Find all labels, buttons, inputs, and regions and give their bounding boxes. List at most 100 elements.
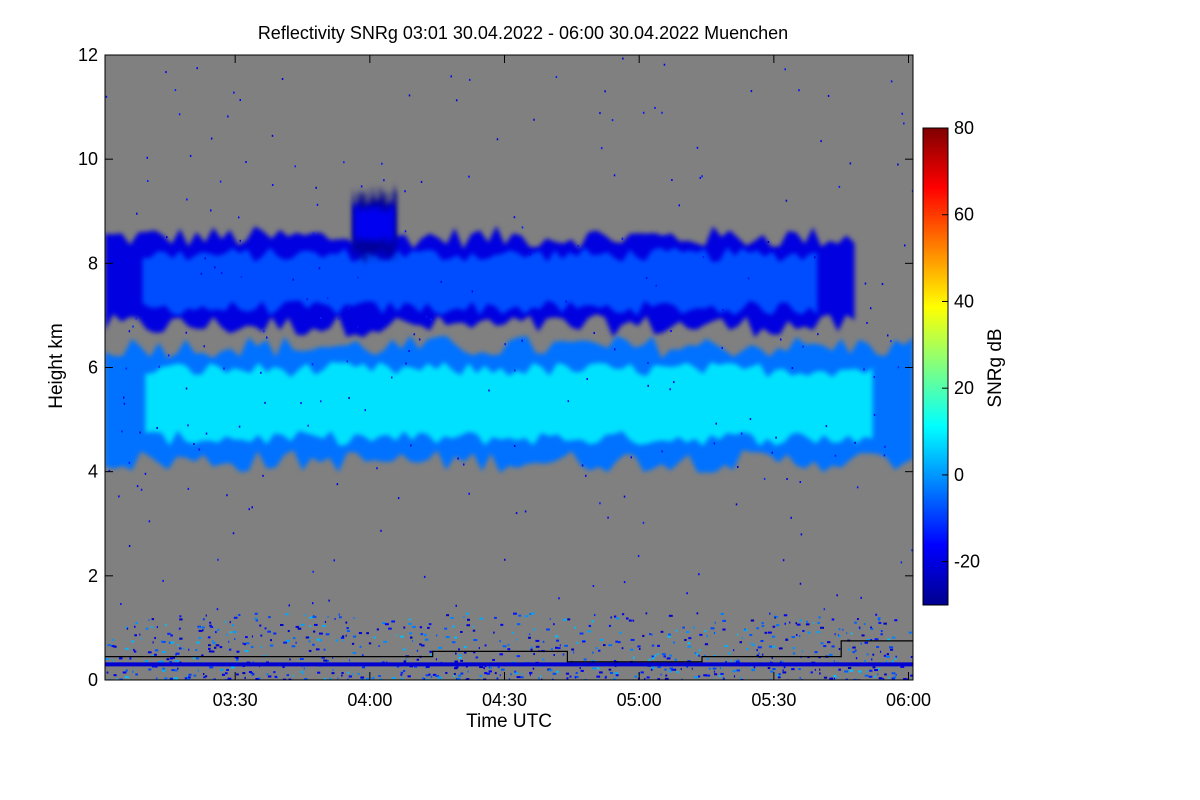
noise-pixel	[864, 282, 867, 285]
y-tick-label: 10	[78, 149, 98, 169]
clutter-pixel	[769, 645, 773, 648]
clutter-pixel	[535, 639, 540, 642]
clutter-pixel	[693, 626, 695, 629]
noise-pixel	[901, 112, 904, 115]
clutter-pixel	[499, 653, 504, 656]
clutter-pixel	[156, 626, 158, 629]
noise-pixel	[800, 533, 803, 536]
clutter-pixel	[637, 645, 641, 648]
clutter-pixel	[445, 671, 448, 674]
clutter-pixel	[324, 620, 327, 623]
clutter-pixel	[292, 637, 296, 640]
clutter-pixel	[484, 672, 488, 675]
noise-pixel	[780, 250, 783, 253]
clutter-pixel	[499, 674, 501, 677]
clutter-pixel	[514, 672, 519, 675]
clutter-pixel	[465, 665, 468, 668]
colorbar-tick-label: 60	[954, 205, 974, 225]
noise-pixel	[881, 283, 884, 286]
clutter-pixel	[217, 628, 220, 631]
clutter-pixel	[334, 617, 336, 620]
clutter-pixel	[651, 644, 655, 647]
clutter-pixel	[315, 648, 320, 651]
clutter-pixel	[610, 616, 612, 619]
clutter-pixel	[535, 645, 540, 648]
clutter-pixel	[877, 618, 881, 621]
clutter-pixel	[776, 624, 780, 627]
noise-pixel	[186, 198, 188, 201]
clutter-pixel	[361, 654, 364, 657]
clutter-pixel	[379, 678, 383, 680]
clutter-pixel	[361, 678, 363, 680]
clutter-pixel	[562, 653, 565, 656]
clutter-pixel	[806, 620, 809, 623]
clutter-pixel	[533, 628, 536, 631]
clutter-pixel	[308, 636, 311, 639]
clutter-pixel	[838, 628, 841, 631]
clutter-pixel	[632, 656, 635, 659]
clutter-pixel	[736, 660, 740, 663]
clutter-pixel	[868, 675, 873, 678]
clutter-pixel	[878, 621, 882, 624]
clutter-pixel	[227, 677, 232, 680]
clutter-pixel	[308, 649, 312, 652]
clutter-pixel	[681, 678, 683, 680]
clutter-pixel	[722, 677, 725, 680]
clutter-pixel	[532, 667, 535, 670]
clutter-pixel	[283, 641, 288, 644]
clutter-pixel	[730, 659, 732, 662]
clutter-pixel	[125, 647, 129, 650]
clutter-pixel	[264, 627, 267, 630]
clutter-pixel	[425, 674, 430, 677]
clutter-pixel	[168, 641, 171, 644]
clutter-pixel	[378, 675, 381, 678]
clutter-pixel	[460, 631, 463, 634]
clutter-pixel	[258, 677, 261, 680]
clutter-pixel	[507, 643, 510, 646]
clutter-pixel	[423, 678, 426, 680]
clutter-pixel	[632, 619, 635, 622]
clutter-pixel	[856, 618, 859, 621]
clutter-pixel	[172, 656, 175, 659]
clutter-pixel	[587, 630, 592, 633]
clutter-pixel	[891, 672, 896, 675]
clutter-pixel	[521, 673, 523, 676]
noise-pixel	[903, 244, 906, 247]
clutter-pixel	[209, 621, 212, 624]
noise-pixel	[873, 413, 876, 416]
clutter-pixel	[455, 652, 457, 655]
noise-pixel	[586, 378, 588, 381]
noise-pixel	[771, 451, 774, 454]
clutter-pixel	[409, 632, 413, 635]
clutter-pixel	[866, 653, 869, 656]
clutter-pixel	[426, 665, 430, 668]
noise-pixel	[558, 597, 560, 600]
noise-pixel	[342, 316, 345, 319]
clutter-pixel	[820, 626, 825, 629]
noise-pixel	[307, 424, 309, 427]
clutter-pixel	[823, 676, 828, 679]
clutter-pixel	[770, 670, 774, 673]
clutter-pixel	[833, 675, 837, 678]
clutter-pixel	[863, 623, 866, 626]
noise-pixel	[721, 346, 723, 349]
clutter-pixel	[321, 656, 325, 659]
clutter-pixel	[880, 630, 883, 633]
colorbar-tick-label: 40	[954, 291, 974, 311]
clutter-pixel	[432, 673, 437, 676]
clutter-pixel	[634, 675, 638, 678]
clutter-pixel	[579, 632, 584, 635]
clutter-pixel	[539, 675, 542, 678]
clutter-pixel	[366, 632, 369, 635]
clutter-pixel	[553, 623, 555, 626]
clutter-pixel	[852, 646, 856, 649]
noise-pixel	[735, 503, 738, 506]
clutter-pixel	[801, 650, 803, 653]
noise-pixel	[200, 272, 203, 275]
clutter-pixel	[151, 665, 156, 668]
clutter-pixel	[818, 616, 821, 619]
cloud-core	[354, 199, 395, 250]
noise-pixel	[890, 80, 893, 83]
clutter-pixel	[325, 633, 330, 636]
clutter-pixel	[466, 678, 470, 680]
